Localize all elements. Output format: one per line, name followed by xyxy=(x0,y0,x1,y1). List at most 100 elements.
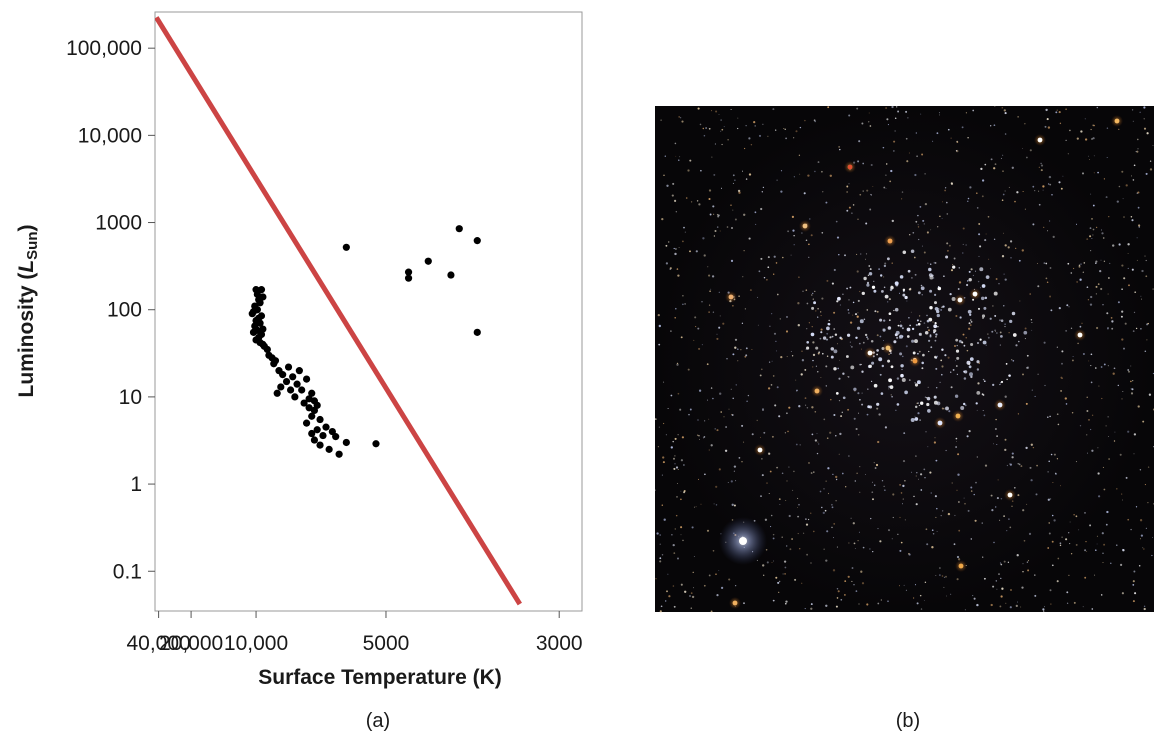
cluster-star xyxy=(968,278,972,282)
star xyxy=(1075,515,1078,518)
star xyxy=(732,209,734,211)
star xyxy=(799,444,801,446)
star xyxy=(808,256,810,258)
star xyxy=(1108,277,1110,279)
star xyxy=(675,307,677,310)
star xyxy=(906,160,909,163)
star xyxy=(1114,431,1116,433)
star xyxy=(905,137,908,140)
star xyxy=(1145,172,1148,175)
star xyxy=(809,218,811,220)
star xyxy=(659,557,662,560)
star xyxy=(1116,200,1119,203)
star xyxy=(1136,237,1138,239)
star xyxy=(1086,551,1088,552)
star xyxy=(766,561,769,564)
cluster-star xyxy=(963,370,968,374)
main-sequence-line xyxy=(155,16,522,606)
star xyxy=(993,124,996,127)
star xyxy=(787,430,789,433)
star xyxy=(868,112,870,114)
star xyxy=(705,127,707,129)
star xyxy=(860,363,863,366)
cluster-star xyxy=(871,285,876,289)
star xyxy=(805,239,808,241)
star xyxy=(859,399,861,401)
star xyxy=(1017,494,1020,497)
cluster-star xyxy=(921,294,923,296)
star xyxy=(728,578,731,581)
star xyxy=(1140,327,1142,330)
star xyxy=(814,411,817,413)
cluster-star xyxy=(906,335,910,338)
star xyxy=(941,575,944,577)
star xyxy=(796,390,798,392)
cluster-star xyxy=(849,286,852,289)
cluster-star xyxy=(936,313,940,318)
cluster-star xyxy=(835,392,839,395)
cluster-star xyxy=(977,307,981,310)
star xyxy=(953,257,956,260)
star xyxy=(1027,569,1030,572)
star xyxy=(972,595,974,597)
star xyxy=(761,474,764,477)
star xyxy=(837,590,840,593)
star xyxy=(814,170,816,173)
cluster-star xyxy=(1008,374,1011,377)
star xyxy=(788,466,790,468)
star xyxy=(866,309,869,311)
cluster-star xyxy=(830,355,834,359)
star xyxy=(682,294,684,297)
star xyxy=(1025,366,1029,369)
star xyxy=(877,440,880,444)
star xyxy=(668,595,671,598)
star xyxy=(1107,327,1109,329)
star xyxy=(779,504,781,505)
star xyxy=(955,150,958,152)
cluster-star xyxy=(957,288,960,290)
star xyxy=(775,350,777,352)
star xyxy=(795,443,798,446)
star xyxy=(862,341,865,344)
star xyxy=(914,381,916,384)
star xyxy=(769,325,771,327)
star xyxy=(1093,155,1095,157)
star xyxy=(1110,562,1112,565)
cluster-star xyxy=(1011,311,1016,316)
star xyxy=(905,589,907,591)
star xyxy=(862,546,865,549)
star xyxy=(753,121,756,124)
star-cluster-photo: (b) xyxy=(654,105,1154,732)
star xyxy=(1032,446,1035,449)
star xyxy=(934,437,936,439)
star xyxy=(899,549,902,552)
star xyxy=(1031,329,1033,331)
bright-star xyxy=(814,388,820,394)
star xyxy=(785,545,788,547)
star xyxy=(780,355,783,359)
star xyxy=(711,156,713,158)
cluster-star xyxy=(999,382,1002,384)
star xyxy=(780,190,783,193)
star xyxy=(1149,160,1152,162)
star xyxy=(1026,503,1028,505)
star xyxy=(695,506,697,508)
star xyxy=(1058,307,1061,310)
star xyxy=(817,161,820,164)
star xyxy=(723,416,725,418)
cluster-star xyxy=(942,305,945,308)
star xyxy=(1047,230,1049,232)
star xyxy=(1017,463,1019,465)
star xyxy=(791,538,794,540)
star xyxy=(966,283,969,287)
star xyxy=(1095,260,1098,263)
star xyxy=(741,424,744,427)
star xyxy=(719,315,721,317)
star xyxy=(1075,461,1077,463)
star xyxy=(1131,388,1134,391)
star xyxy=(1069,521,1071,523)
cluster-star xyxy=(1000,380,1004,384)
star xyxy=(848,542,850,544)
star xyxy=(802,290,804,292)
cluster-star xyxy=(934,307,939,311)
